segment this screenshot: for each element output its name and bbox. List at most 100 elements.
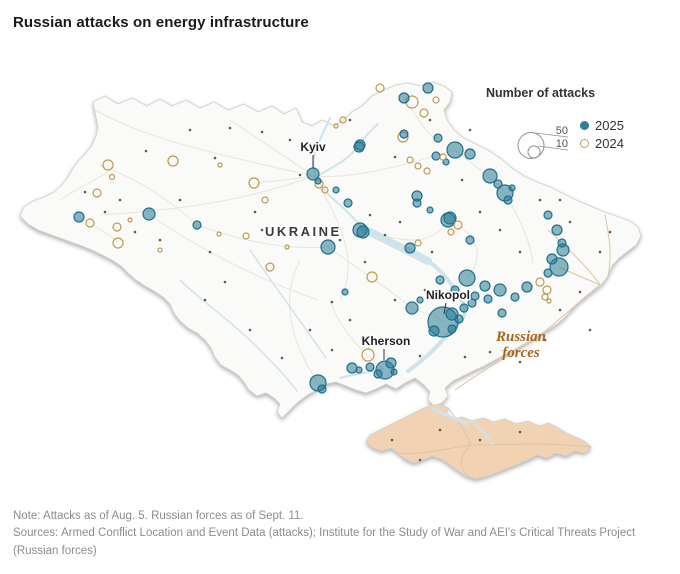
attack-bubble-2025 <box>346 362 358 374</box>
town-dot <box>518 360 522 364</box>
attack-bubble-2024 <box>432 96 440 104</box>
legend-size-scale: 50 10 <box>517 125 569 159</box>
attack-bubble-2025 <box>493 283 507 297</box>
town-dot <box>133 230 137 234</box>
attack-bubble-2024 <box>108 173 116 181</box>
town-dot <box>578 290 582 294</box>
attack-bubble-2025 <box>493 179 503 189</box>
town-dot <box>280 356 284 360</box>
town-dot <box>338 238 342 242</box>
attack-bubble-2025 <box>142 207 156 221</box>
attack-bubble-2024 <box>453 220 463 230</box>
town-dot <box>308 328 312 332</box>
country-label: UKRAINE <box>265 224 342 239</box>
town-dot <box>538 198 542 202</box>
attack-bubble-2024 <box>112 237 124 249</box>
town-dot <box>588 328 592 332</box>
attack-bubble-2025 <box>356 225 370 239</box>
attack-bubble-2025 <box>341 288 349 296</box>
attack-bubble-2024 <box>157 247 163 253</box>
town-dot <box>598 250 602 254</box>
attack-bubble-2025 <box>521 281 533 293</box>
attack-bubble-2024 <box>265 262 275 272</box>
legend-item-2025: 2025 <box>580 116 624 134</box>
town-dot <box>213 156 217 160</box>
attack-bubble-2025 <box>390 368 398 376</box>
town-dot <box>468 128 472 132</box>
attack-bubble-2025 <box>479 280 491 292</box>
attack-bubble-2024 <box>447 228 455 236</box>
legend-2025-label: 2025 <box>595 117 624 133</box>
attack-bubble-2025 <box>546 253 558 265</box>
attack-bubble-2025 <box>446 141 464 159</box>
town-dot <box>390 438 394 442</box>
town-dot <box>144 149 148 153</box>
attack-bubble-2025 <box>355 366 363 374</box>
attack-bubble-2024 <box>248 177 260 189</box>
road-network <box>59 97 534 384</box>
town-dot <box>203 298 207 302</box>
town-dot <box>300 148 304 152</box>
attack-bubble-2025 <box>402 337 410 345</box>
attack-bubble-2025 <box>399 129 409 139</box>
attack-bubble-2025 <box>416 296 424 304</box>
town-dot <box>558 198 562 202</box>
attack-bubble-2025 <box>192 220 202 230</box>
attack-bubble-2024 <box>321 186 329 194</box>
attack-bubble-2024 <box>102 159 114 171</box>
town-dot <box>558 308 562 312</box>
attack-bubble-2025 <box>405 301 419 315</box>
attack-bubble-2025 <box>482 168 498 184</box>
attack-bubble-2025 <box>483 294 493 304</box>
town-dot <box>438 428 442 432</box>
attack-bubble-2025 <box>431 151 441 161</box>
attack-bubble-2025 <box>470 291 480 301</box>
legend-item-2024: 2024 <box>580 134 624 152</box>
town-dot <box>518 250 522 254</box>
town-dot <box>253 210 257 214</box>
town-dot <box>418 354 422 358</box>
attack-bubble-2025 <box>443 211 457 225</box>
legend-title: Number of attacks <box>486 86 596 100</box>
town-dot <box>463 355 467 359</box>
attack-bubble-2024 <box>419 108 429 118</box>
sources-text: Sources: Armed Conflict Location and Eve… <box>13 527 636 557</box>
town-dot <box>430 250 434 254</box>
attack-bubble-2024 <box>542 285 552 295</box>
town-dot <box>608 230 612 234</box>
attack-bubble-2025 <box>317 384 327 394</box>
crimea-border <box>366 404 591 479</box>
attack-bubble-2024 <box>112 222 122 232</box>
attack-bubble-2024 <box>216 231 222 237</box>
town-dot <box>83 190 87 194</box>
legend: Number of attacks 50 10 2025 2024 <box>483 86 658 164</box>
town-dot <box>330 348 334 352</box>
attack-bubble-2025 <box>385 357 397 369</box>
legend-2025-dot <box>580 120 589 130</box>
attack-bubble-2025 <box>433 133 443 143</box>
town-dot <box>428 118 432 122</box>
town-dot <box>188 128 192 132</box>
attack-bubble-2024 <box>414 239 422 247</box>
attack-bubbles <box>73 82 570 394</box>
town-dot <box>498 228 502 232</box>
attack-bubble-2025 <box>508 184 516 192</box>
attack-bubble-2024 <box>92 188 102 198</box>
attack-bubble-2024 <box>217 162 223 168</box>
attack-bubble-2025 <box>404 242 416 254</box>
attack-bubble-2025 <box>73 211 85 223</box>
attack-bubble-2025 <box>497 308 507 318</box>
attack-bubble-2025 <box>353 141 365 153</box>
town-dot <box>488 350 492 354</box>
town-dot <box>298 173 302 177</box>
attack-bubble-2025 <box>435 275 445 285</box>
kherson-label: Kherson <box>362 334 411 348</box>
attack-bubble-2025 <box>503 195 513 205</box>
town-dot <box>248 328 252 332</box>
attack-bubble-2025 <box>543 268 553 278</box>
town-dot <box>288 138 292 142</box>
nikopol-leader-line <box>443 302 447 315</box>
attack-bubble-2025 <box>450 285 460 295</box>
attack-bubble-2024 <box>339 116 347 124</box>
legend-size-label-50: 50 <box>556 125 568 137</box>
